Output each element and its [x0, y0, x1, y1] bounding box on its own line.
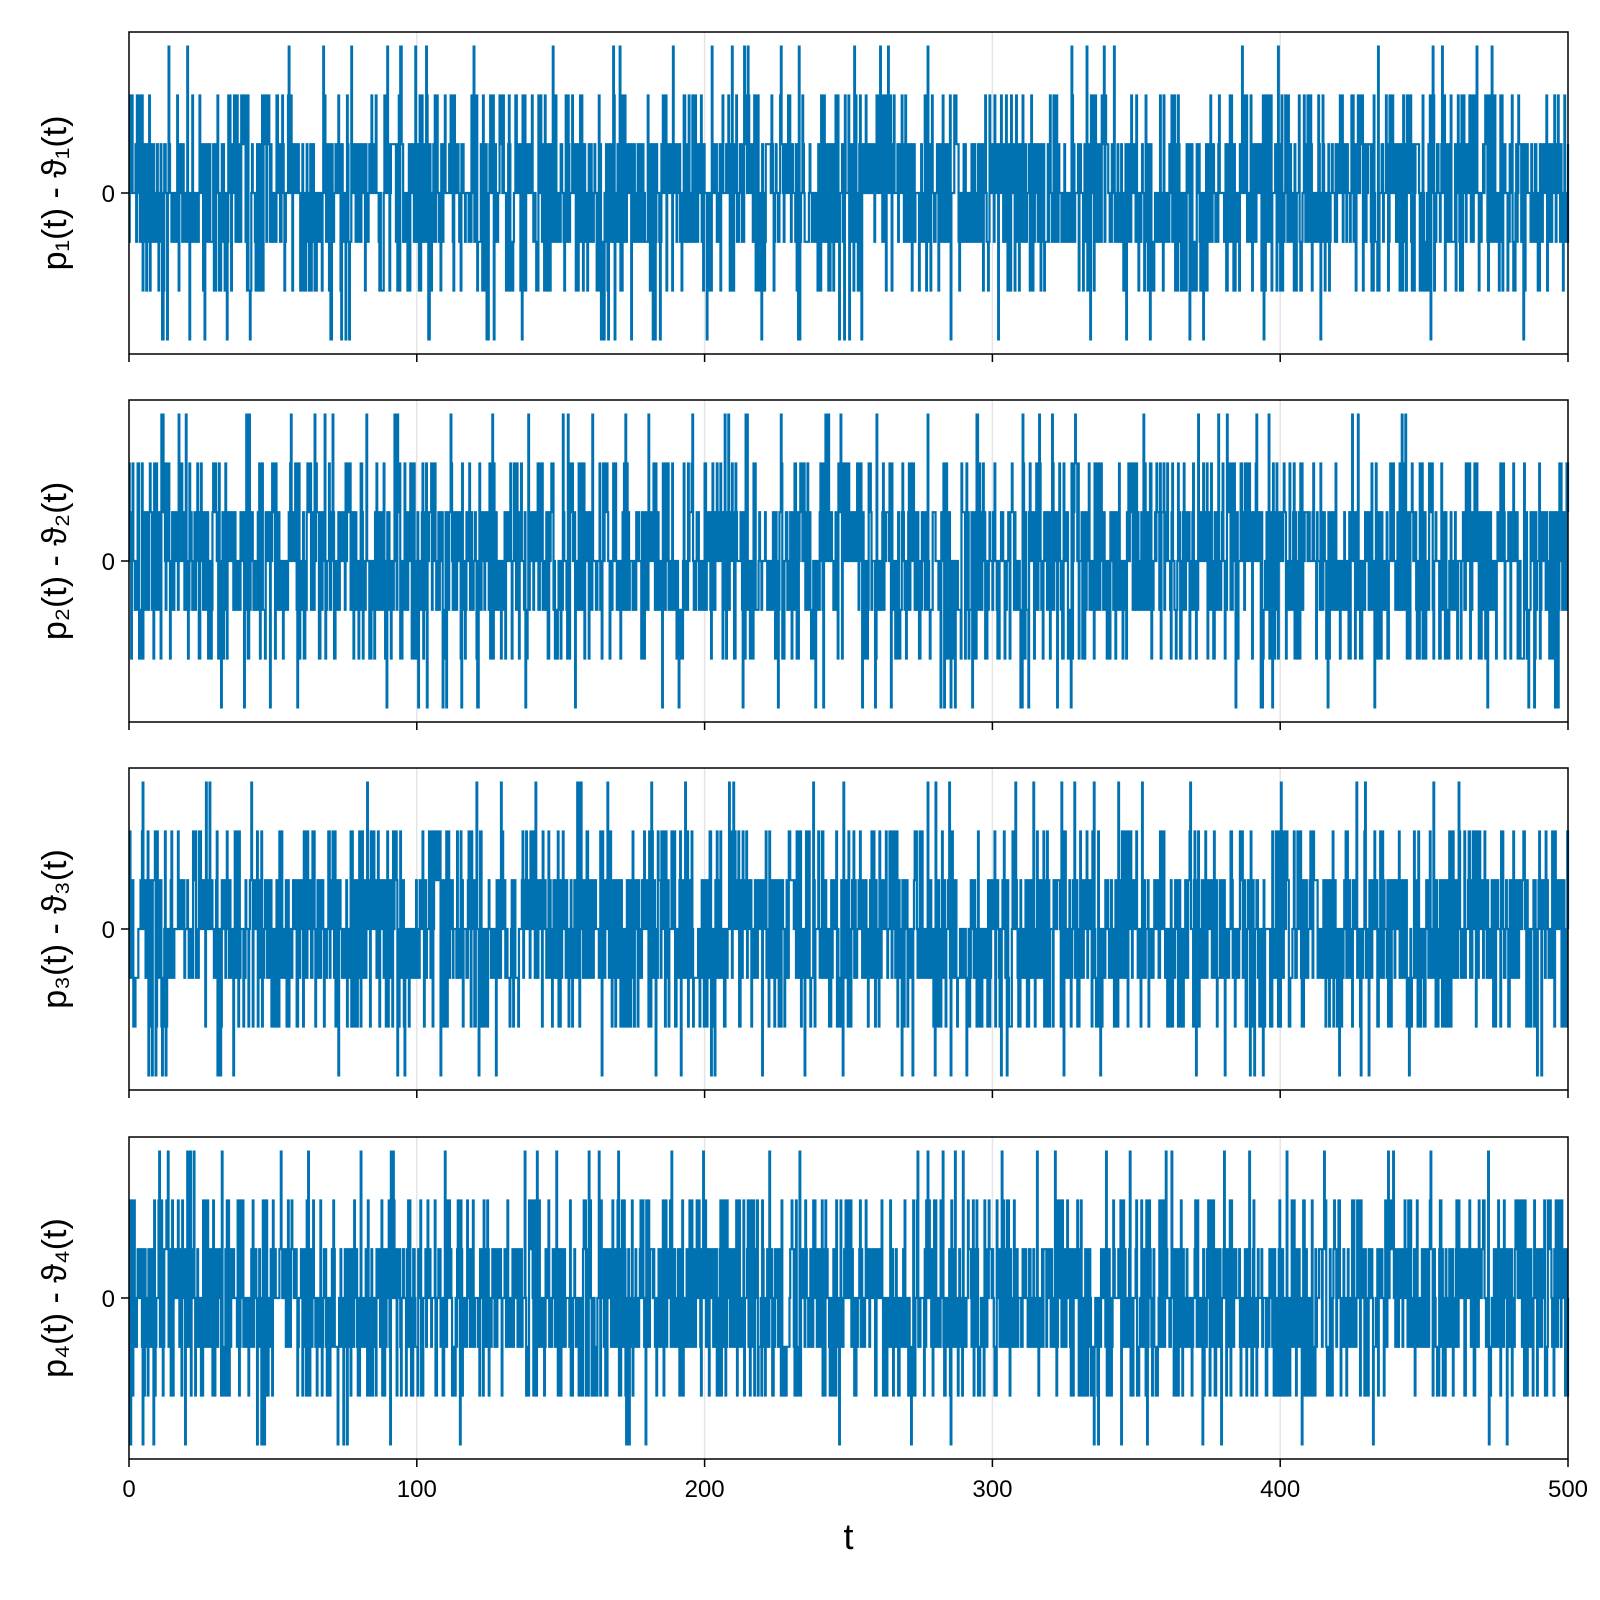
x-ticks-2 — [121, 560, 1569, 730]
series-path — [128, 413, 1570, 709]
x-axis-title: t — [843, 1516, 853, 1557]
y-axis-title-3: p₃(t) - ϑ₃(t) — [36, 849, 74, 1009]
x-tick-labels: 0 100 200 300 400 500 — [122, 1476, 1588, 1503]
x-tick-label-500: 500 — [1548, 1476, 1588, 1503]
panel-3: 0 p₃(t) - ϑ₃(t) — [36, 767, 1570, 1098]
panel-1: 0 p₁(t) - ϑ₁(t) — [36, 31, 1570, 362]
panel-4: 0 p₄(t) - ϑ₄(t) 0 100 200 300 400 500 t — [36, 1136, 1588, 1557]
series-path — [129, 781, 1570, 1077]
x-tick-label-200: 200 — [685, 1476, 725, 1503]
y-tick-label-3: 0 — [102, 917, 115, 944]
x-ticks-4 — [121, 1297, 1569, 1467]
series-path — [128, 45, 1570, 341]
series-line-1 — [128, 45, 1570, 341]
x-tick-label-0: 0 — [122, 1476, 135, 1503]
x-tick-label-300: 300 — [972, 1476, 1012, 1503]
y-axis-title-1: p₁(t) - ϑ₁(t) — [36, 116, 74, 271]
x-ticks-1 — [121, 192, 1569, 362]
series-line-2 — [128, 413, 1570, 709]
y-tick-label-1: 0 — [102, 181, 115, 208]
series-line-3 — [129, 781, 1570, 1077]
x-ticks-3 — [121, 928, 1569, 1098]
x-tick-label-100: 100 — [397, 1476, 437, 1503]
y-axis-title-2: p₂(t) - ϑ₂(t) — [36, 482, 74, 640]
series-path — [128, 1150, 1570, 1446]
series-line-4 — [128, 1150, 1570, 1446]
x-tick-label-400: 400 — [1260, 1476, 1300, 1503]
panel-2: 0 p₂(t) - ϑ₂(t) — [36, 399, 1570, 730]
y-tick-label-4: 0 — [102, 1286, 115, 1313]
y-axis-title-4: p₄(t) - ϑ₄(t) — [36, 1218, 74, 1378]
y-tick-label-2: 0 — [102, 549, 115, 576]
